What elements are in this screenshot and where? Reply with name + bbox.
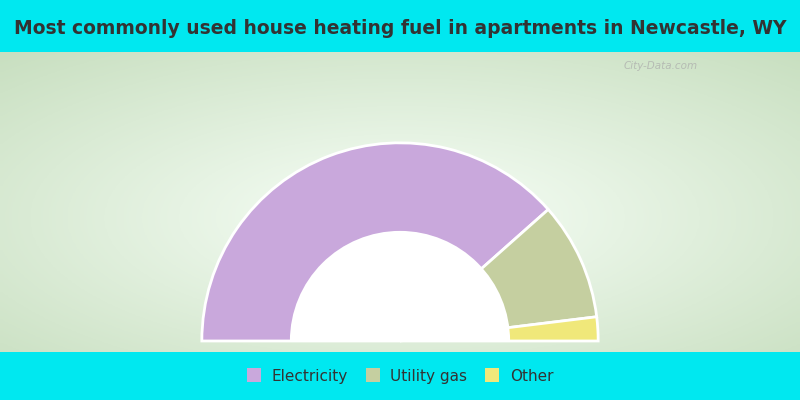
Wedge shape [202, 143, 548, 341]
Text: Most commonly used house heating fuel in apartments in Newcastle, WY: Most commonly used house heating fuel in… [14, 19, 786, 38]
Bar [83, 340, 717, 358]
Wedge shape [290, 231, 510, 341]
Text: City-Data.com: City-Data.com [623, 61, 698, 71]
Wedge shape [400, 317, 598, 341]
Legend: Electricity, Utility gas, Other: Electricity, Utility gas, Other [241, 362, 559, 390]
Wedge shape [400, 210, 597, 341]
